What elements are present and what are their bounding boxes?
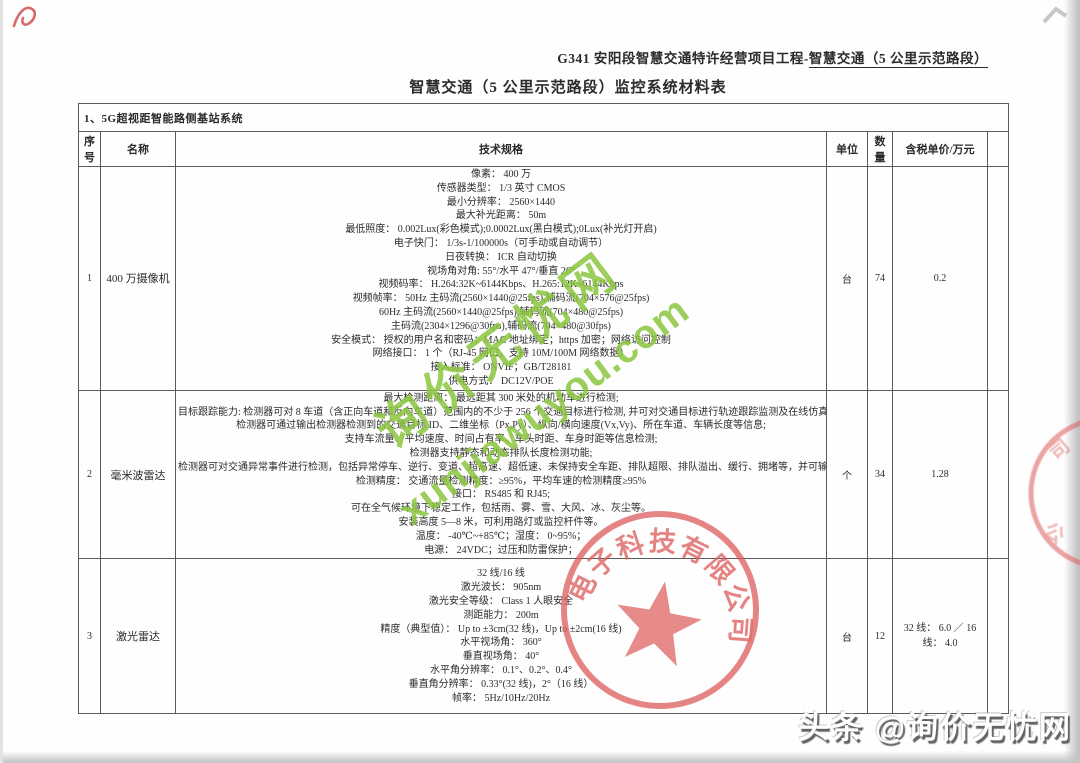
row-unit: 个 bbox=[826, 389, 868, 560]
spec-line: 像素： 400 万 bbox=[471, 169, 531, 180]
row-unit: 台 bbox=[826, 166, 868, 391]
col-header-blank bbox=[986, 131, 1010, 167]
spec-line: 接入标准： ONVIF；GB/T28181 bbox=[430, 362, 572, 374]
spec-line: 温度： -40℃~+85℃；湿度： 0~95%； bbox=[415, 530, 587, 542]
svg-text:公: 公 bbox=[1039, 518, 1069, 548]
spec-line: 水平视场角： 360° bbox=[460, 637, 542, 649]
scan-artifact-icon bbox=[1042, 6, 1068, 24]
scan-edge-left bbox=[0, 0, 3, 763]
spec-line: 安装高度 5—8 米，可利用路灯或监控杆件等。 bbox=[398, 516, 604, 528]
spec-line: 最大补光距离： 50m bbox=[455, 210, 547, 222]
row-name: 毫米波雷达 bbox=[100, 389, 176, 560]
table-row: 3 激光雷达 32 线/16 线激光波长： 905nm 激光安全等级： Class… bbox=[78, 558, 1010, 715]
row-price: 1.28 bbox=[892, 389, 988, 560]
spec-line: 水平角分辨率： 0.1°、0.2°、0.4° bbox=[430, 664, 572, 676]
spec-line: 网络接口： 1 个（RJ-45 网口，支持 10M/100M 网络数据） bbox=[372, 348, 630, 360]
row-price: 0.2 bbox=[892, 166, 988, 391]
col-header-price: 含税单价/万元 bbox=[892, 131, 988, 167]
company-stamp: 电子科技有限公司 bbox=[560, 510, 768, 709]
spec-line: 日夜转换： ICR 自动切换 bbox=[445, 251, 557, 263]
spec-list: 像素： 400 万传感器类型： 1/3 英寸 CMOS 最小分辨率： 2560×1… bbox=[175, 166, 827, 391]
spec-line: 精度（典型值）： Up to ±3cm(32 线)，Up to ±2cm(16 … bbox=[380, 623, 622, 635]
toutiao-watermark: 头条 @询价无忧网 bbox=[798, 710, 1072, 745]
spec-line: 最低照度： 0.002Lux(彩色模式);0.0002Lux(黑白模式);0Lu… bbox=[345, 224, 657, 236]
section-title: 1、5G超视距智能路侧基站系统 bbox=[77, 103, 1010, 132]
stamp-star-icon bbox=[617, 581, 702, 667]
row-no: 3 bbox=[78, 558, 101, 715]
spec-line: 激光安全等级： Class 1 人眼安全 bbox=[428, 595, 574, 607]
spec-line: 最小分辨率： 2560×1440 bbox=[446, 196, 556, 208]
spec-line: 32 线/16 线 bbox=[477, 568, 525, 580]
col-header-unit: 单位 bbox=[826, 131, 868, 167]
spec-line: 电源： 24VDC；过压和防雷保护； bbox=[424, 544, 578, 556]
spec-line: 供电方式： DC12V/POE bbox=[448, 375, 554, 387]
row-blank bbox=[986, 166, 1010, 391]
spec-line: 支持车流量、平均速度、时间占有率、车头时距、车身时距等信息检测; bbox=[344, 434, 658, 446]
spec-line: 可在全气候环境下稳定工作，包括雨、雾、雪、大风、冰、灰尘等。 bbox=[351, 503, 651, 515]
section-row: 1、5G超视距智能路侧基站系统 bbox=[77, 103, 1010, 132]
row-name: 激光雷达 bbox=[100, 558, 176, 715]
spec-line: 激光波长： 905nm bbox=[460, 582, 542, 594]
row-blank bbox=[986, 558, 1010, 715]
spec-line: 视频帧率： 50Hz 主码流(2560×1440@25fps),辅码流(704×… bbox=[352, 293, 650, 305]
spec-line: 垂直视场角： 40° bbox=[462, 651, 540, 663]
page-title: 智慧交通（5 公里示范路段）监控系统材料表 bbox=[409, 80, 727, 96]
spec-line: 测距能力： 200m bbox=[463, 609, 539, 621]
row-no: 1 bbox=[78, 166, 101, 391]
row-name: 400 万摄像机 bbox=[100, 166, 176, 391]
spec-line: 帧率： 5Hz/10Hz/20Hz bbox=[451, 692, 551, 704]
spec-line: 检测器可对交通异常事件进行检测，包括异常停车、逆行、变道、超高速、超低速、未保持… bbox=[178, 461, 827, 473]
col-header-name: 名称 bbox=[100, 131, 176, 167]
red-pen-mark-icon bbox=[12, 6, 37, 28]
spec-line: 电子快门： 1/3s-1/100000s（可手动或自动调节） bbox=[393, 237, 609, 249]
header-prefix: G341 安阳段智慧交通特许经营项目工程- bbox=[557, 51, 809, 66]
materials-table: 1、5G超视距智能路侧基站系统 序号 名称 技术规格 单位 数量 含税单价/万元… bbox=[77, 103, 1010, 715]
spec-line: 视频码率： H.264:32K~6144Kbps、H.265:12K~6144K… bbox=[378, 279, 624, 291]
spec-line: 垂直角分辨率： 0.33°(32 线)，2°（16 线） bbox=[408, 678, 594, 690]
spec-line: 安全模式： 授权的用户名和密码；MAC 地址绑定；https 加密；网络访问控制 bbox=[331, 334, 671, 346]
row-qty: 34 bbox=[867, 389, 893, 560]
row-price: 32 线： 6.0 ／ 16 线： 4.0 bbox=[892, 558, 988, 715]
row-qty: 74 bbox=[867, 166, 893, 391]
spec-line: 检测精度： 交通流量检测精度：≥95%，平均车速的检测精度≥95% bbox=[355, 475, 647, 487]
scan-edge-right bbox=[1064, 0, 1080, 763]
table-row: 2 毫米波雷达 最大检测距离： 最远距其 300 米处的机动车进行检测; 目标跟踪… bbox=[78, 389, 1010, 560]
svg-text:司: 司 bbox=[1045, 435, 1074, 465]
spec-line: 目标跟踪能力: 检测器可对 8 车道（含正向车道和反向车道）范围内的不少于 25… bbox=[178, 406, 827, 418]
col-header-no: 序号 bbox=[78, 131, 101, 167]
scan-edge-bottom bbox=[0, 751, 1080, 763]
table-header-row: 序号 名称 技术规格 单位 数量 含税单价/万元 bbox=[78, 131, 1010, 167]
spec-line: 检测器可通过输出检测器检测到的交通目标 ID、二维坐标（Px,Py）、纵向/横向… bbox=[236, 420, 766, 432]
spec-line: 主码流(2304×1296@30fps),辅码流(704×480@30fps) bbox=[391, 320, 611, 332]
row-blank bbox=[986, 389, 1010, 560]
spec-line: 接口： RS485 和 RJ45; bbox=[451, 489, 551, 501]
col-header-spec: 技术规格 bbox=[175, 131, 827, 167]
spec-line: 视场角对角: 55°/水平 47°/垂直 26° bbox=[427, 265, 575, 277]
header-underlined-segment: 智慧交通（5 公里示范路段） bbox=[808, 51, 988, 68]
partial-stamp: 司 公 bbox=[1028, 420, 1080, 566]
spec-line: 60Hz 主码流(2560×1440@25fps),辅码流(704×480@25… bbox=[378, 306, 624, 318]
table-row: 1 400 万摄像机 像素： 400 万传感器类型： 1/3 英寸 CMOS 最小… bbox=[78, 166, 1010, 391]
row-unit: 台 bbox=[826, 558, 868, 715]
spec-line: 最大检测距离： 最远距其 300 米处的机动车进行检测; bbox=[383, 392, 619, 404]
col-header-qty: 数量 bbox=[867, 131, 893, 167]
document-header-line: G341 安阳段智慧交通特许经营项目工程-智慧交通（5 公里示范路段） bbox=[557, 47, 988, 68]
spec-line: 传感器类型： 1/3 英寸 CMOS bbox=[436, 182, 566, 194]
row-no: 2 bbox=[78, 389, 101, 560]
row-qty: 12 bbox=[867, 558, 893, 715]
spec-line: 检测器支持静态和动态排队长度检测功能; bbox=[409, 447, 593, 459]
